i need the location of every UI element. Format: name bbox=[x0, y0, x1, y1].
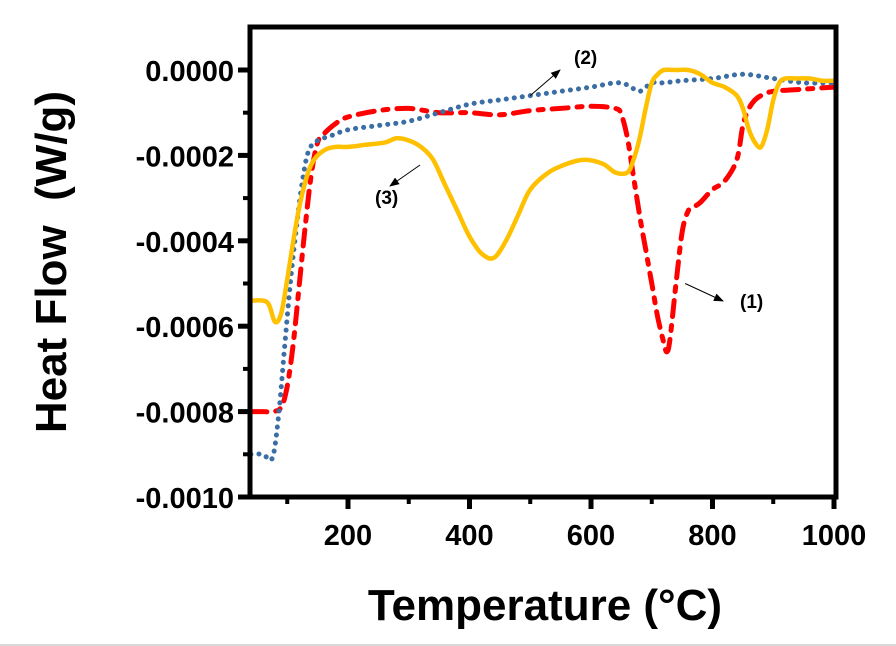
series-line-3 bbox=[248, 67, 837, 325]
y-tick-label: -0.0010 bbox=[136, 483, 234, 515]
y-axis-title: Heat Flow (W/g) bbox=[27, 91, 76, 433]
y-tick-label: -0.0004 bbox=[136, 227, 234, 259]
y-tick-label: 0.0000 bbox=[145, 56, 234, 88]
series-layer bbox=[248, 67, 837, 463]
y-tick-label: -0.0002 bbox=[136, 141, 234, 173]
y-tick-label: -0.0006 bbox=[136, 312, 234, 344]
x-tick-label: 400 bbox=[445, 520, 493, 552]
series-line-2 bbox=[248, 71, 837, 463]
series-line-1 bbox=[248, 84, 837, 415]
x-axis: 200 400 600 800 1000 bbox=[285, 497, 867, 552]
x-tick-label: 600 bbox=[567, 520, 615, 552]
annotation-label: (3) bbox=[375, 188, 398, 209]
x-axis-title: Temperature (°C) bbox=[368, 581, 722, 630]
annotation-layer: (1) (2) (3) bbox=[375, 48, 763, 313]
bottom-border bbox=[0, 644, 896, 646]
annotation-label: (2) bbox=[574, 48, 597, 69]
y-axis: 0.0000 -0.0002 -0.0004 -0.0006 -0.0008 -0.001… bbox=[136, 56, 250, 515]
y-tick-label: -0.0008 bbox=[136, 398, 234, 430]
annotation-arrow bbox=[389, 164, 421, 187]
x-tick-label: 800 bbox=[688, 520, 736, 552]
annotation-label: (1) bbox=[740, 292, 763, 313]
plot-frame bbox=[247, 24, 839, 500]
annotation-arrow bbox=[684, 283, 724, 302]
x-tick-label: 200 bbox=[324, 520, 372, 552]
annotation-arrow bbox=[529, 69, 561, 96]
x-tick-label: 1000 bbox=[802, 520, 867, 552]
